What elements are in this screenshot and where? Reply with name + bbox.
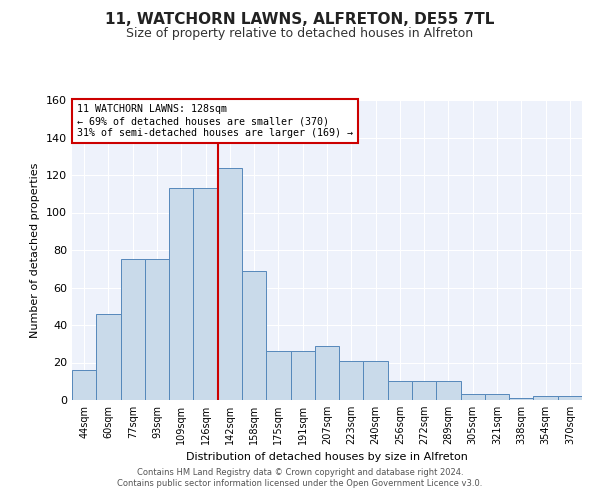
Bar <box>169 188 193 400</box>
Bar <box>96 314 121 400</box>
Bar <box>218 168 242 400</box>
Bar <box>412 381 436 400</box>
Bar <box>339 360 364 400</box>
Bar <box>388 381 412 400</box>
Text: Size of property relative to detached houses in Alfreton: Size of property relative to detached ho… <box>127 28 473 40</box>
Bar <box>509 398 533 400</box>
Bar <box>121 260 145 400</box>
Bar <box>461 394 485 400</box>
Bar <box>533 396 558 400</box>
Bar <box>485 394 509 400</box>
Bar <box>436 381 461 400</box>
Bar <box>290 351 315 400</box>
Bar <box>558 396 582 400</box>
Text: 11 WATCHORN LAWNS: 128sqm
← 69% of detached houses are smaller (370)
31% of semi: 11 WATCHORN LAWNS: 128sqm ← 69% of detac… <box>77 104 353 138</box>
Y-axis label: Number of detached properties: Number of detached properties <box>31 162 40 338</box>
Text: Distribution of detached houses by size in Alfreton: Distribution of detached houses by size … <box>186 452 468 462</box>
Bar <box>242 270 266 400</box>
Text: Contains HM Land Registry data © Crown copyright and database right 2024.
Contai: Contains HM Land Registry data © Crown c… <box>118 468 482 487</box>
Bar <box>193 188 218 400</box>
Text: 11, WATCHORN LAWNS, ALFRETON, DE55 7TL: 11, WATCHORN LAWNS, ALFRETON, DE55 7TL <box>106 12 494 28</box>
Bar <box>145 260 169 400</box>
Bar <box>72 370 96 400</box>
Bar <box>315 346 339 400</box>
Bar <box>364 360 388 400</box>
Bar <box>266 351 290 400</box>
